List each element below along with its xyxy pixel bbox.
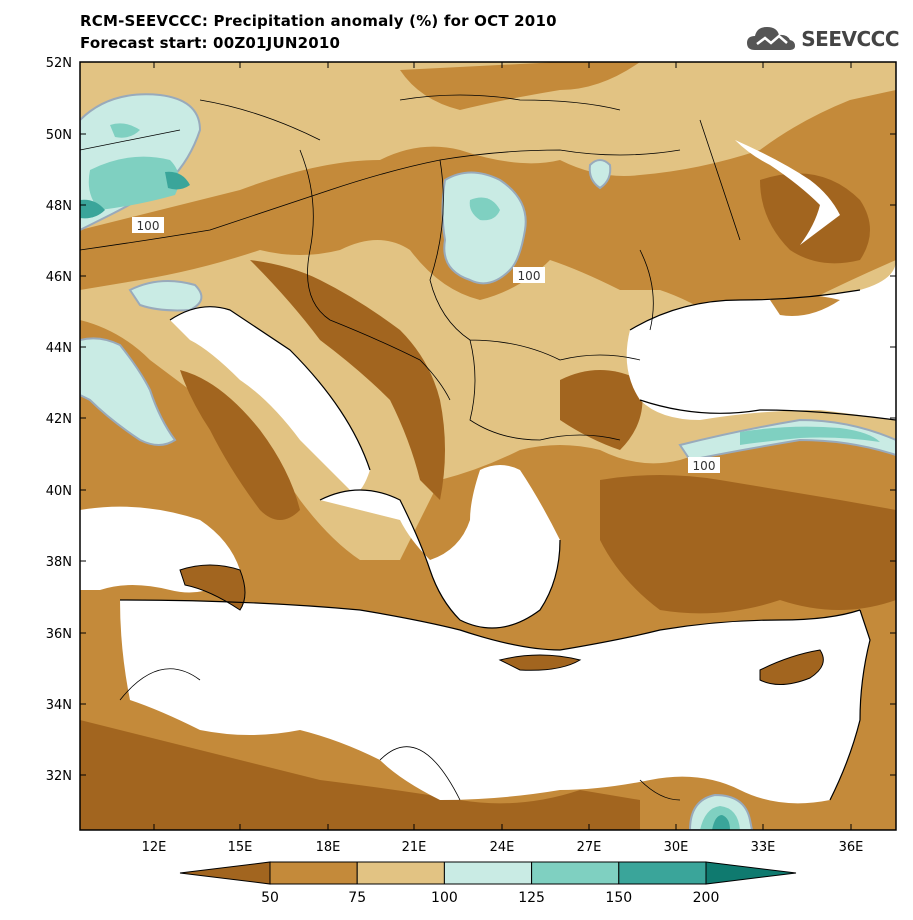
anomaly-area-150 [80, 199, 105, 219]
lon-tick-label: 15E [228, 840, 253, 855]
lat-tick-label: 52N [46, 56, 72, 71]
colorbar-segment [356, 861, 445, 885]
lon-tick-label: 24E [490, 840, 515, 855]
lon-tick-label: 21E [402, 840, 427, 855]
colorbar-segment [705, 861, 797, 885]
colorbar-label: 150 [605, 890, 632, 906]
colorbar-segment [531, 861, 620, 885]
island-crete [498, 654, 582, 671]
anomaly-field [80, 62, 896, 830]
island-sicily [179, 564, 246, 611]
anomaly-area-50 [600, 475, 896, 614]
contour-label-3: 100 [688, 457, 720, 473]
colorbar-segment [443, 861, 533, 885]
anomaly-area-100 [441, 171, 527, 285]
anomaly-area-125 [110, 123, 140, 138]
lon-tick-label: 36E [839, 840, 864, 855]
lat-tick-label: 48N [46, 199, 72, 214]
colorbar-label: 125 [518, 890, 545, 906]
lat-tick-label: 50N [46, 128, 72, 143]
lat-tick-label: 32N [46, 769, 72, 784]
anomaly-area-50 [560, 370, 643, 450]
colorbar-segment [269, 861, 358, 885]
lat-tick-label: 38N [46, 555, 72, 570]
colorbar: 50 75 100 125 150 200 [179, 861, 797, 906]
anomaly-area-100 [80, 337, 177, 446]
island-cyprus [759, 649, 824, 685]
seevccc-logo: SEEVCCC [745, 24, 899, 54]
colorbar-label: 100 [431, 890, 458, 906]
latitude-axis: 52N 50N 48N 46N 44N 42N 40N 38N 36N 34N 32N [46, 56, 896, 784]
anomaly-area-50 [80, 720, 640, 830]
lat-tick-label: 36N [46, 627, 72, 642]
country-borders [80, 94, 741, 441]
lat-tick-label: 44N [46, 341, 72, 356]
sea-area [120, 600, 870, 804]
contour-label-text: 100 [693, 459, 716, 473]
anomaly-area-125 [469, 197, 500, 221]
contour-label-text: 100 [137, 219, 160, 233]
cloud-icon [747, 27, 796, 50]
colorbar-label: 200 [693, 890, 720, 906]
border-africa [119, 668, 681, 801]
anomaly-area-150 [165, 171, 190, 190]
anomaly-area-50 [250, 260, 445, 500]
contour-label-2: 100 [513, 267, 545, 283]
contour-label-1: 100 [132, 217, 164, 233]
lon-tick-label: 18E [316, 840, 341, 855]
coastline [119, 289, 896, 801]
lat-tick-label: 34N [46, 698, 72, 713]
lat-tick-label: 42N [46, 412, 72, 427]
lon-tick-label: 33E [751, 840, 776, 855]
sea-area [770, 295, 840, 316]
anomaly-area-75 [400, 62, 640, 110]
anomaly-area-100 [128, 280, 203, 312]
map-title: RCM-SEEVCCC: Precipitation anomaly (%) f… [80, 12, 557, 30]
river-dnieper [735, 140, 840, 245]
longitude-axis: 12E 15E 18E 21E 24E 27E 30E 33E 36E [142, 62, 864, 855]
anomaly-area-125 [740, 426, 880, 445]
anomaly-area-150 [712, 815, 730, 830]
lon-tick-label: 30E [664, 840, 689, 855]
anomaly-area-125 [88, 156, 179, 210]
colorbar-segment [618, 861, 707, 885]
colorbar-label: 75 [348, 890, 366, 906]
lat-tick-label: 40N [46, 484, 72, 499]
anomaly-area-50 [760, 173, 870, 264]
colorbar-segment [179, 861, 271, 885]
contour-label-text: 100 [518, 269, 541, 283]
sea-area [170, 306, 560, 628]
lon-tick-label: 12E [142, 840, 167, 855]
lat-tick-label: 46N [46, 270, 72, 285]
anomaly-area-100 [588, 159, 612, 190]
colorbar-label: 50 [261, 890, 279, 906]
lon-tick-label: 27E [577, 840, 602, 855]
anomaly-area-50 [180, 370, 300, 520]
logo-text: SEEVCCC [801, 27, 899, 51]
plot-frame [79, 61, 897, 831]
forecast-start-label: Forecast start: 00Z01JUN2010 [80, 34, 341, 52]
